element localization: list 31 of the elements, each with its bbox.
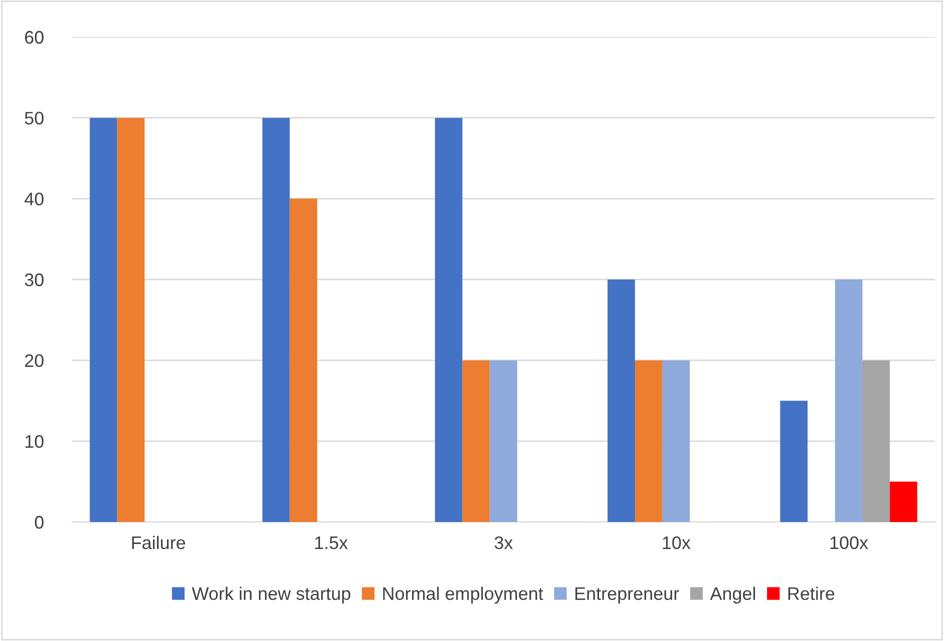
bar	[117, 118, 145, 522]
y-tick-label: 60	[25, 30, 44, 44]
bar	[662, 360, 690, 522]
bar	[608, 280, 635, 522]
bar	[834, 280, 862, 522]
x-tick-label: 1.5x	[315, 536, 348, 550]
y-tick-label: 0	[34, 516, 44, 529]
y-tick-label: 50	[24, 112, 44, 125]
legend-label: Work in new startup	[192, 586, 350, 604]
y-tick-label: 10	[26, 435, 44, 448]
y-tick-label: 20	[25, 354, 44, 368]
bar	[434, 118, 462, 522]
x-tick-label: 3x	[494, 536, 513, 550]
bar	[890, 482, 918, 522]
bar	[634, 360, 662, 522]
bar	[90, 118, 118, 522]
x-tick-label: Failure	[132, 536, 186, 550]
x-tick-label: 10x	[662, 536, 690, 550]
x-tick-label: 100x	[830, 536, 868, 550]
bar	[290, 198, 318, 522]
y-tick-label: 30	[24, 273, 44, 286]
legend-label: Entrepreneur	[575, 587, 680, 604]
legend-label: Normal employment	[383, 586, 544, 604]
y-tick-label: 40	[24, 192, 44, 206]
bar	[490, 360, 518, 522]
bar	[780, 400, 808, 522]
bar	[862, 360, 890, 522]
legend-label: Angel	[710, 586, 755, 604]
bar	[462, 360, 490, 522]
bar	[262, 118, 290, 522]
legend-label: Retire	[788, 586, 834, 600]
